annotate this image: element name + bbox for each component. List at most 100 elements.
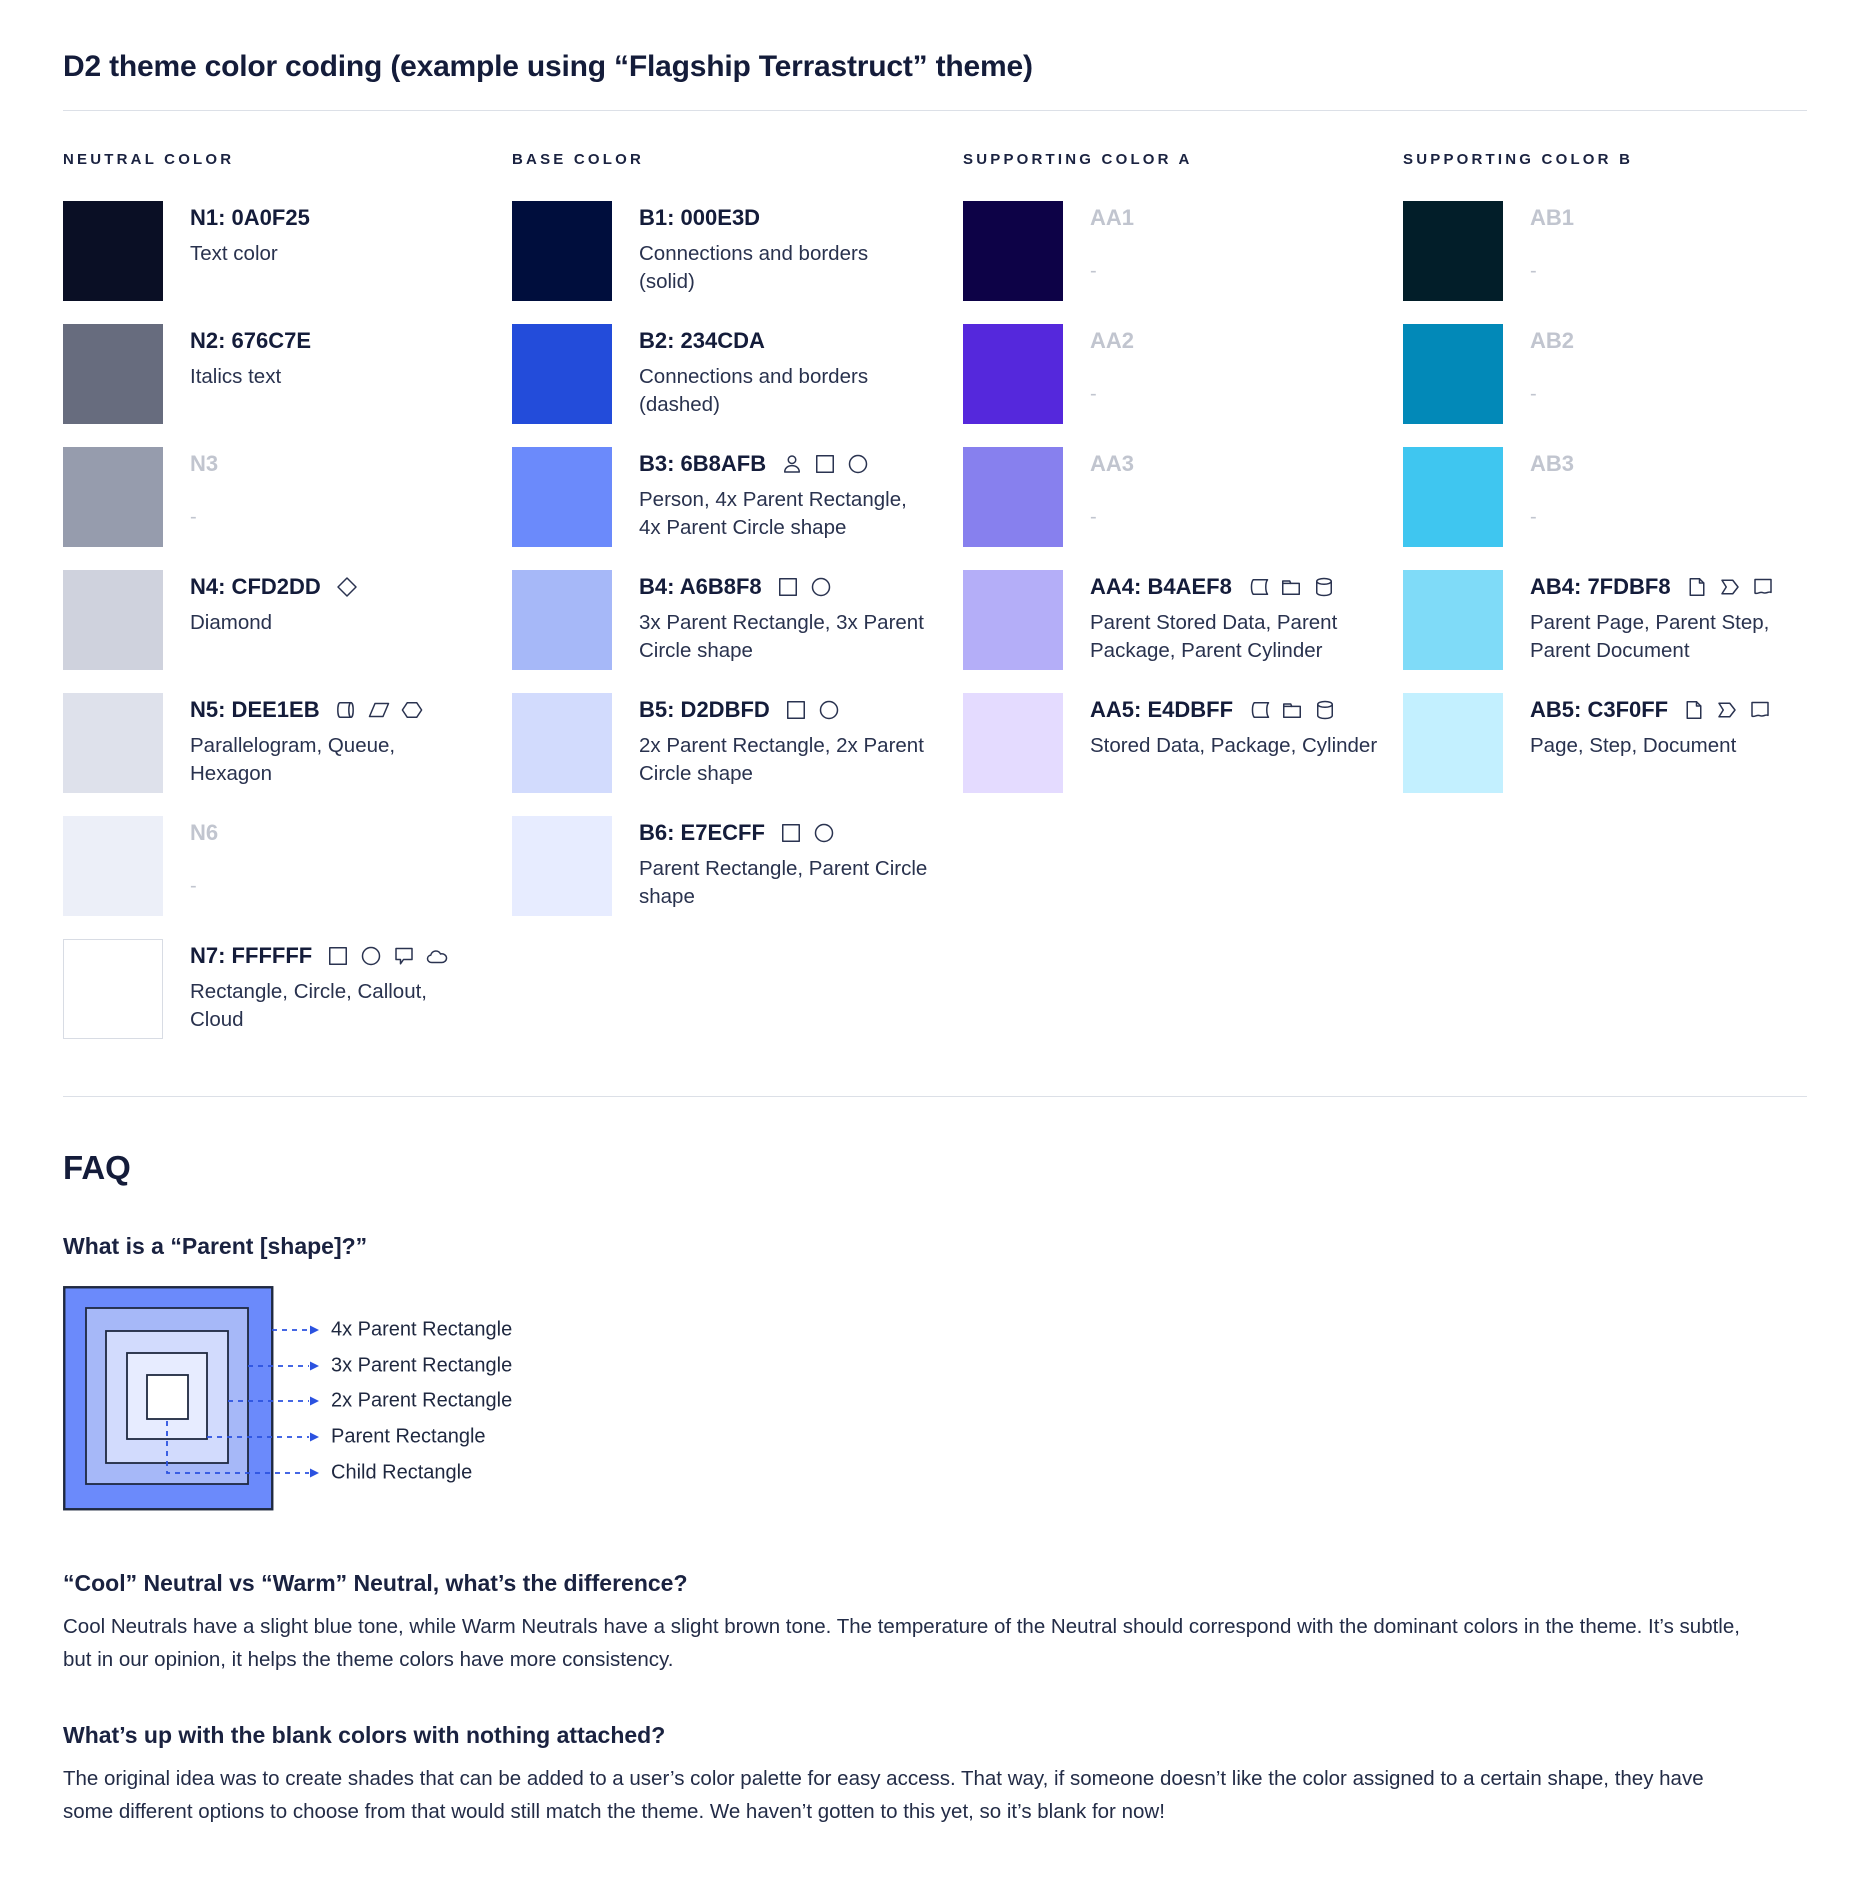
document-icon <box>1751 575 1775 599</box>
color-entry-name: AA1 <box>1090 205 1135 230</box>
rectangle-icon <box>779 821 803 845</box>
page: D2 theme color coding (example using “Fl… <box>0 50 1864 1828</box>
palette-column-supporting-color-a: SUPPORTING COLOR A AA1 - AA2 - AA3 - AA4: B4AEF… <box>963 151 1403 1062</box>
color-swatch <box>63 693 163 793</box>
color-swatch <box>512 816 612 916</box>
color-entry-label: B3: 6B8AFB <box>639 451 929 477</box>
color-swatch <box>63 447 163 547</box>
shape-icon-set <box>776 575 833 599</box>
color-swatch <box>1403 570 1503 670</box>
color-entry-label: B5: D2DBFD <box>639 697 929 723</box>
color-entry-label: N2: 676C7E <box>190 328 480 354</box>
step-icon <box>1718 575 1742 599</box>
page-icon <box>1685 575 1709 599</box>
color-entry-text: B5: D2DBFD 2x Parent Rectangle, 2x Parent… <box>639 693 929 793</box>
diagram-label: 4x Parent Rectangle <box>331 1318 513 1341</box>
color-swatch <box>963 570 1063 670</box>
step-icon <box>1715 698 1739 722</box>
color-entry-name: AB2 <box>1530 328 1575 353</box>
color-entry-aa5: AA5: E4DBFF Stored Data, Package, Cylinde… <box>963 693 1403 793</box>
color-entry-n6: N6 - <box>63 816 512 916</box>
color-entry-aa2: AA2 - <box>963 324 1403 424</box>
color-swatch <box>63 324 163 424</box>
color-entry-n5: N5: DEE1EB Parallelogram, Queue, Hexagon <box>63 693 512 793</box>
color-entry-name: N7: FFFFFF <box>190 943 313 968</box>
color-entry-label: AA3 <box>1090 451 1380 477</box>
shape-icon-set <box>334 698 424 722</box>
color-entry-aa3: AA3 - <box>963 447 1403 547</box>
color-swatch <box>963 324 1063 424</box>
color-entry-name: N4: CFD2DD <box>190 574 321 599</box>
shape-icon-set <box>326 944 449 968</box>
color-entry-text: N4: CFD2DD Diamond <box>190 570 480 670</box>
color-entry-name: AB5: C3F0FF <box>1530 697 1669 722</box>
color-entry-text: AB3 - <box>1530 447 1820 547</box>
color-swatch <box>1403 324 1503 424</box>
color-entry-description: Parent Rectangle, Parent Circle shape <box>639 857 928 908</box>
color-entry-name: N1: 0A0F25 <box>190 205 310 230</box>
faq-q1-question: What is a “Parent [shape]?” <box>63 1233 368 1259</box>
color-entry-text: N1: 0A0F25 Text color <box>190 201 480 301</box>
color-entry-b4: B4: A6B8F8 3x Parent Rectangle, 3x Parent… <box>512 570 963 670</box>
faq-section: FAQ What is a “Parent [shape]?” 4x Paren… <box>63 1149 1807 1828</box>
color-entry-name: AB4: 7FDBF8 <box>1530 574 1671 599</box>
stored-data-icon <box>1246 575 1270 599</box>
color-swatch <box>63 201 163 301</box>
color-entry-description: Parent Page, Parent Step, Parent Documen… <box>1530 611 1770 662</box>
shape-icon-set <box>1685 575 1775 599</box>
color-entry-description: - <box>190 875 197 897</box>
color-entry-name: AA4: B4AEF8 <box>1090 574 1232 599</box>
palette-column-base-color: BASE COLOR B1: 000E3D Connections and bord… <box>512 151 963 1062</box>
color-entry-ab3: AB3 - <box>1403 447 1820 547</box>
page-icon <box>1682 698 1706 722</box>
color-entry-label: AB2 <box>1530 328 1820 354</box>
color-entry-name: B3: 6B8AFB <box>639 451 767 476</box>
color-swatch <box>1403 201 1503 301</box>
color-entry-label: N7: FFFFFF <box>190 943 480 969</box>
color-entry-description: - <box>1090 506 1097 528</box>
color-swatch <box>1403 693 1503 793</box>
color-entry-text: AA1 - <box>1090 201 1380 301</box>
color-entry-name: B1: 000E3D <box>639 205 761 230</box>
color-entry-n1: N1: 0A0F25 Text color <box>63 201 512 301</box>
palette-column-header: SUPPORTING COLOR A <box>963 151 1193 168</box>
color-entry-name: B4: A6B8F8 <box>639 574 762 599</box>
page-title: D2 theme color coding (example using “Fl… <box>63 50 1033 83</box>
color-entry-description: 2x Parent Rectangle, 2x Parent Circle sh… <box>639 734 924 785</box>
shape-icon-set <box>1682 698 1772 722</box>
queue-icon <box>334 698 358 722</box>
color-entry-label: B4: A6B8F8 <box>639 574 929 600</box>
color-entry-description: - <box>1090 383 1097 405</box>
shape-icon-set <box>780 452 870 476</box>
color-entry-description: - <box>1090 260 1097 282</box>
color-entry-b1: B1: 000E3D Connections and borders (solid… <box>512 201 963 301</box>
color-entry-b3: B3: 6B8AFB Person, 4x Parent Rectangle, 4… <box>512 447 963 547</box>
color-swatch <box>63 816 163 916</box>
color-entry-name: AA2 <box>1090 328 1135 353</box>
color-entry-label: AA4: B4AEF8 <box>1090 574 1380 600</box>
color-entry-name: B6: E7ECFF <box>639 820 765 845</box>
color-entry-text: N7: FFFFFF Rectangle, Circle, Callout, Cl… <box>190 939 480 1039</box>
cylinder-icon <box>1312 575 1336 599</box>
color-entry-b5: B5: D2DBFD 2x Parent Rectangle, 2x Parent… <box>512 693 963 793</box>
color-entry-ab5: AB5: C3F0FF Page, Step, Document <box>1403 693 1820 793</box>
stored-data-icon <box>1247 698 1271 722</box>
color-swatch <box>512 447 612 547</box>
color-swatch <box>963 447 1063 547</box>
color-entry-description: - <box>1530 506 1537 528</box>
color-entry-label: B6: E7ECFF <box>639 820 929 846</box>
top-divider <box>63 110 1807 111</box>
color-entry-label: AB5: C3F0FF <box>1530 697 1820 723</box>
color-entry-b2: B2: 234CDA Connections and borders (dashe… <box>512 324 963 424</box>
color-entry-n4: N4: CFD2DD Diamond <box>63 570 512 670</box>
palette-column-neutral-color: NEUTRAL COLOR N1: 0A0F25 Text color N2: 676… <box>63 151 512 1062</box>
color-entry-text: AA5: E4DBFF Stored Data, Package, Cylinde… <box>1090 693 1380 793</box>
nested-rectangles-svg <box>63 1286 319 1511</box>
palette-column-supporting-color-b: SUPPORTING COLOR B AB1 - AB2 - AB3 - AB4: 7FDBF… <box>1403 151 1820 1062</box>
palette-column-header: BASE COLOR <box>512 151 645 168</box>
color-entry-n2: N2: 676C7E Italics text <box>63 324 512 424</box>
color-entry-n3: N3 - <box>63 447 512 547</box>
color-entry-label: B1: 000E3D <box>639 205 929 231</box>
color-swatch <box>63 939 163 1039</box>
color-entry-label: AB3 <box>1530 451 1820 477</box>
